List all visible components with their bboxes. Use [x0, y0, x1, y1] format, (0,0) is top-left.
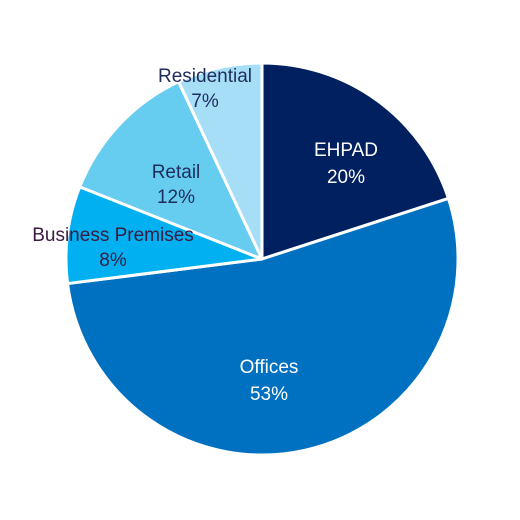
slice-label-residential: Residential 7% — [158, 66, 252, 112]
pie-slice-business-premises — [64, 185, 264, 286]
slice-label-business-premises: Business Premises 8% — [32, 225, 194, 271]
pie-slice-retail — [78, 80, 264, 261]
slice-value-label: 53% — [250, 384, 288, 405]
slice-value-label: 7% — [191, 91, 219, 112]
pie-slices — [64, 61, 460, 457]
pie-slice-ehpad — [260, 61, 450, 261]
pie-slice-residential — [177, 61, 264, 261]
slice-category-label: Residential — [158, 66, 252, 87]
slice-label-ehpad: EHPAD 20% — [314, 140, 378, 188]
pie-labels: EHPAD 20% Offices 53% Business Premises 8% Ret… — [32, 66, 378, 405]
slice-value-label: 12% — [157, 187, 195, 208]
slice-category-label: EHPAD — [314, 140, 378, 161]
pie-slice-offices — [66, 196, 460, 457]
slice-label-retail: Retail 12% — [152, 162, 201, 208]
slice-label-offices: Offices 53% — [240, 357, 299, 405]
slice-category-label: Business Premises — [32, 225, 194, 246]
slice-category-label: Offices — [240, 357, 299, 378]
slice-value-label: 8% — [99, 250, 127, 271]
slice-value-label: 20% — [327, 167, 365, 188]
slice-category-label: Retail — [152, 162, 201, 183]
